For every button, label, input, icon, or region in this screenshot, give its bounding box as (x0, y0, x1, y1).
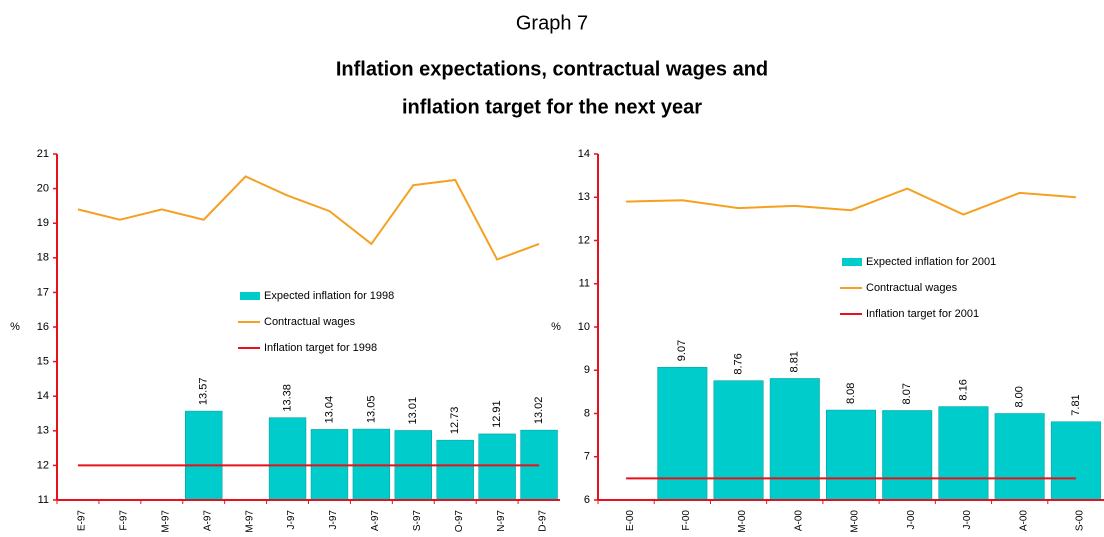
bar (268, 417, 307, 501)
value-label: 13.01 (407, 397, 419, 425)
bar (436, 439, 474, 501)
x-tick-label: E-00 (625, 510, 636, 532)
x-tick-label: A-97 (370, 510, 381, 532)
x-tick-label: O-97 (454, 510, 465, 533)
line-series (77, 175, 540, 261)
y-axis-label: % (10, 321, 20, 333)
legend-label: Inflation target for 2001 (866, 308, 979, 320)
legend-swatch (842, 258, 862, 266)
y-tick-label: 10 (578, 321, 590, 333)
legend-label: Inflation target for 1998 (264, 342, 377, 354)
y-tick-label: 17 (37, 286, 49, 298)
y-tick-label: 11 (38, 494, 49, 506)
x-tick-label: F-00 (681, 510, 692, 531)
value-label: 12.73 (449, 407, 461, 435)
y-tick-label: 12 (578, 234, 590, 246)
x-tick-label: M-97 (244, 510, 255, 533)
legend-label: Expected inflation for 2001 (866, 256, 996, 268)
x-tick-label: A-00 (793, 510, 804, 532)
y-tick-label: 9 (584, 364, 590, 376)
bar (769, 378, 820, 501)
value-label: 13.02 (533, 397, 545, 425)
graph-number: Graph 7 (516, 12, 588, 34)
y-tick-label: 8 (584, 407, 590, 419)
value-label: 8.16 (957, 379, 969, 400)
x-tick-label: S-00 (1075, 510, 1086, 532)
legend-label: Contractual wages (264, 316, 356, 328)
y-axis-label: % (551, 321, 561, 333)
x-tick-label: F-97 (119, 510, 130, 531)
y-tick-label: 18 (37, 252, 49, 264)
x-tick-label: S-97 (412, 510, 423, 532)
y-tick-label: 12 (37, 459, 49, 471)
y-tick-label: 11 (579, 278, 590, 290)
x-tick-label: J-97 (328, 510, 339, 530)
x-tick-label: D-97 (538, 510, 549, 532)
bar (657, 366, 708, 501)
value-label: 9.07 (676, 340, 688, 361)
x-tick-label: A-00 (1018, 510, 1029, 532)
x-tick-label: M-00 (850, 510, 861, 533)
x-tick-label: E-97 (77, 510, 88, 532)
y-tick-label: 19 (37, 217, 49, 229)
legend-label: Expected inflation for 1998 (264, 290, 394, 302)
value-label: 13.04 (323, 396, 335, 424)
y-tick-label: 14 (37, 390, 49, 402)
x-tick-label: M-97 (160, 510, 171, 533)
y-tick-label: 14 (578, 148, 590, 160)
x-tick-label: J-00 (906, 510, 917, 530)
value-label: 8.07 (901, 383, 913, 404)
value-label: 8.08 (845, 383, 857, 404)
y-tick-label: 13 (37, 425, 49, 437)
value-label: 12.91 (491, 400, 503, 428)
bar (478, 433, 516, 501)
y-tick-label: 6 (584, 494, 590, 506)
value-label: 8.76 (732, 353, 744, 374)
x-tick-label: J-97 (286, 510, 297, 530)
y-tick-label: 20 (37, 183, 49, 195)
bar (185, 410, 223, 501)
y-tick-label: 15 (37, 356, 49, 368)
value-label: 7.81 (1070, 394, 1082, 415)
y-tick-label: 7 (584, 451, 590, 463)
value-label: 8.81 (789, 351, 801, 372)
y-tick-label: 21 (37, 148, 49, 160)
legend-swatch (240, 292, 260, 300)
value-label: 13.57 (198, 378, 210, 406)
legend-label: Contractual wages (866, 282, 958, 294)
x-tick-label: M-00 (737, 510, 748, 533)
line-series (626, 187, 1076, 216)
bar (826, 409, 876, 501)
bar (938, 406, 989, 501)
x-tick-label: A-97 (202, 510, 213, 532)
bar (713, 380, 764, 501)
value-label: 13.38 (281, 384, 293, 412)
chart-title: Inflation expectations, contractual wage… (336, 58, 768, 80)
value-label: 8.00 (1014, 386, 1026, 407)
y-tick-label: 13 (578, 191, 590, 203)
x-tick-label: N-97 (496, 510, 507, 532)
x-tick-label: J-00 (962, 510, 973, 530)
value-label: 13.05 (365, 396, 377, 424)
y-tick-label: 16 (37, 321, 49, 333)
bar (1050, 421, 1101, 501)
bar (994, 413, 1045, 501)
bar (882, 410, 933, 501)
chart-title: inflation target for the next year (402, 96, 702, 118)
